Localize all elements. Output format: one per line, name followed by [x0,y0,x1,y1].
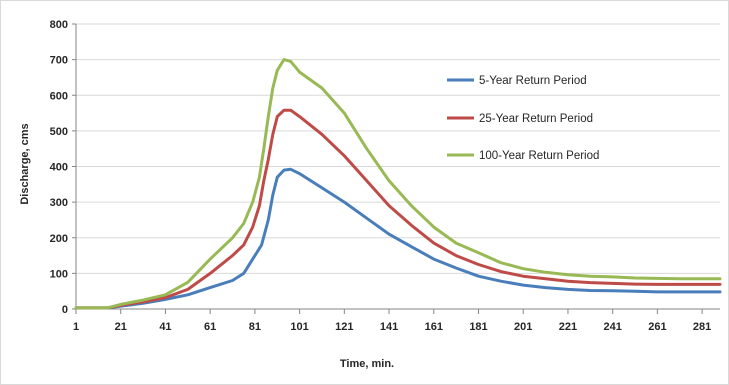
x-tick-label: 121 [335,321,353,333]
x-tick-label: 281 [693,321,711,333]
axes [72,23,720,314]
x-tick-label: 21 [115,321,127,333]
y-axis-title: Discharge, cms [19,123,31,204]
x-tick-label: 241 [603,321,621,333]
y-tick-labels: 0 100 200 300 400 500 600 700 800 [50,19,68,316]
x-tick-label: 161 [425,321,443,333]
legend: 5-Year Return Period 25-Year Return Perio… [447,75,599,162]
y-tick-label: 600 [50,90,68,102]
x-tick-label: 61 [204,321,216,333]
legend-label: 5-Year Return Period [479,75,587,87]
y-tick-label: 200 [50,233,68,245]
y-tick-label: 500 [50,126,68,138]
gridlines [76,23,720,274]
x-tick-label: 261 [648,321,666,333]
x-tick-label: 181 [469,321,487,333]
series-lines [74,58,722,310]
legend-label: 25-Year Return Period [479,113,593,125]
x-tick-labels: 1 21 41 61 81 101 121 141 161 181 201 221 241 261 281 [73,321,711,333]
series-line-3 [74,58,722,310]
x-tick-label: 81 [249,321,261,333]
x-tick-label: 1 [73,321,79,333]
x-tick-label: 141 [380,321,398,333]
series-line-2 [74,108,722,310]
legend-label: 100-Year Return Period [479,150,599,162]
y-tick-label: 100 [50,268,68,280]
y-tick-label: 700 [50,55,68,67]
x-tick-label: 41 [159,321,171,333]
y-tick-label: 300 [50,197,68,209]
y-tick-label: 400 [50,162,68,174]
series-line-1 [74,167,722,310]
x-tick-label: 101 [290,321,308,333]
x-axis-title: Time, min. [340,358,394,370]
x-tick-label: 201 [514,321,532,333]
x-tick-label: 221 [559,321,577,333]
y-tick-label: 800 [50,19,68,31]
y-tick-label: 0 [62,304,68,316]
